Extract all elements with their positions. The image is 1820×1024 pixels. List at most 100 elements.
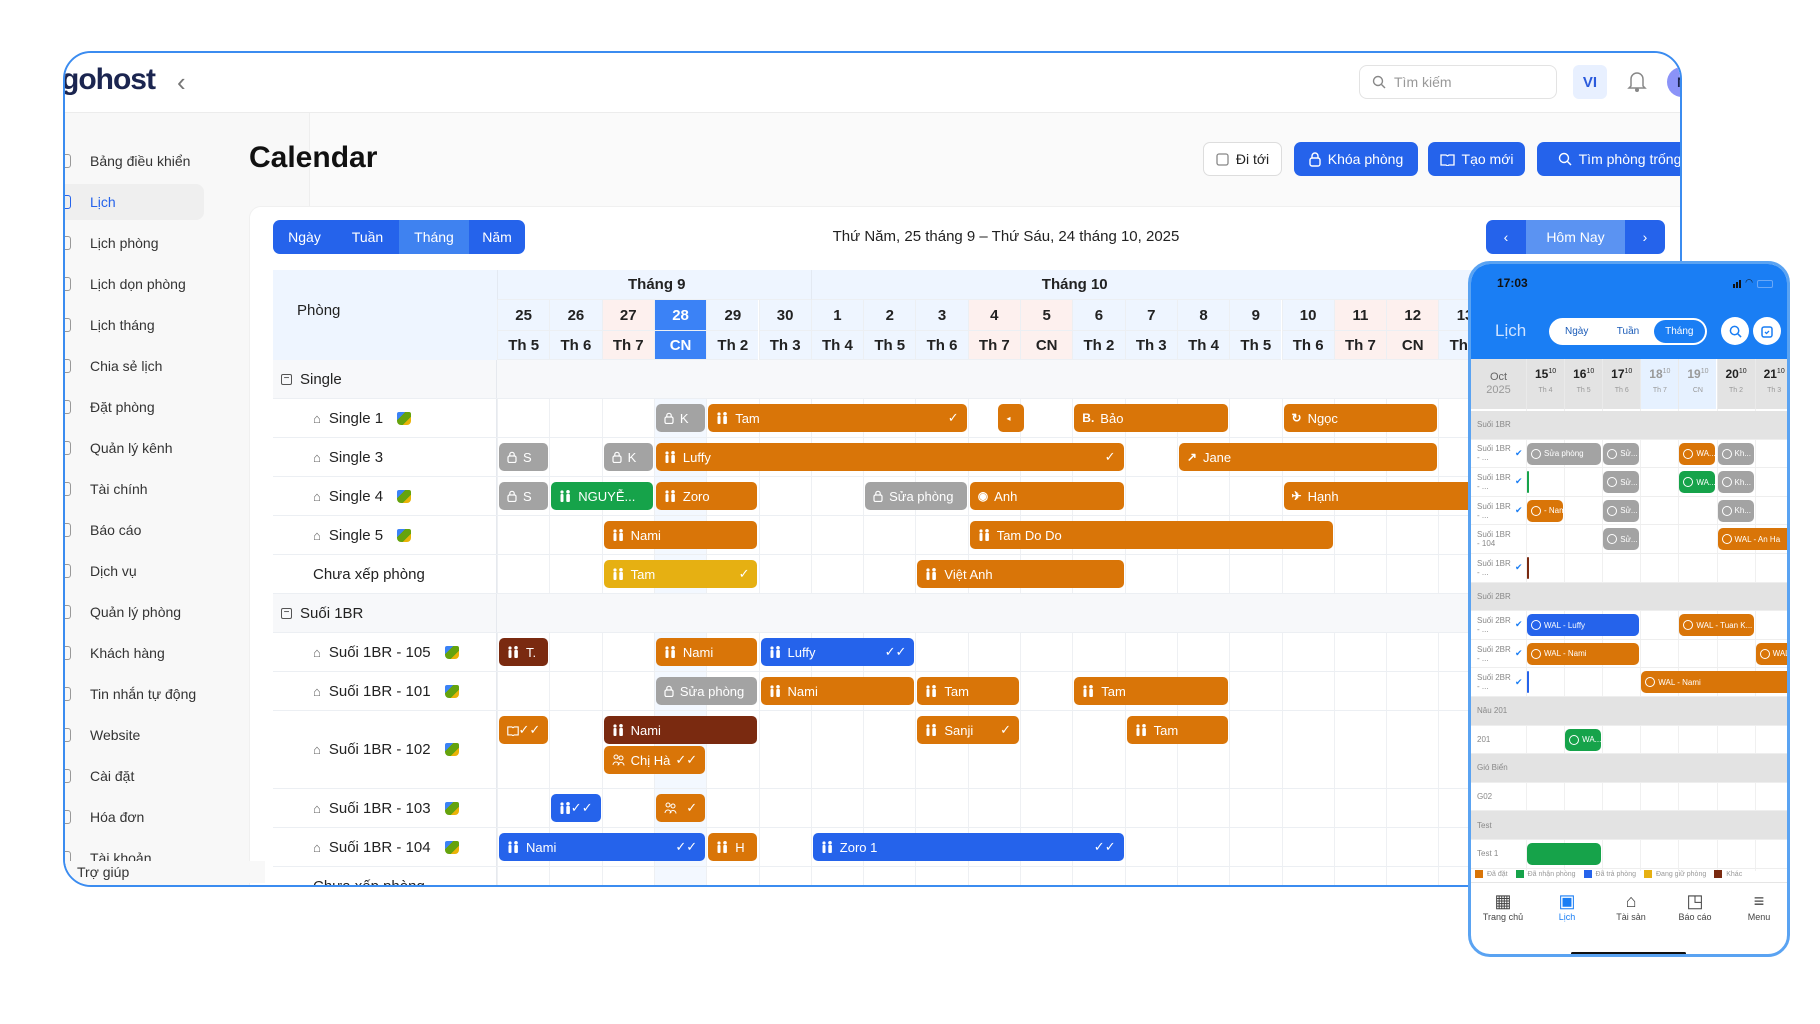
mobile-booking-bar[interactable]: WAL - Luffy xyxy=(1527,614,1640,637)
mobile-booking-bar[interactable]: Kh... xyxy=(1717,499,1754,522)
bottom-nav-calendar[interactable]: ▣ Lịch xyxy=(1535,890,1599,922)
mobile-booking-bar[interactable]: Sử... xyxy=(1603,442,1640,465)
booking-bar[interactable]: Luffy ✓✓ xyxy=(760,638,915,666)
booking-bar[interactable]: Nami xyxy=(603,521,758,549)
booking-bar[interactable]: K xyxy=(655,404,706,432)
mobile-day-header[interactable]: 1910 CN xyxy=(1678,359,1717,409)
cleaning-status-icon[interactable] xyxy=(444,645,459,659)
language-switch[interactable]: VI xyxy=(1573,65,1607,99)
today-button[interactable]: Hôm Nay xyxy=(1526,220,1625,254)
room-name[interactable]: Chưa xếp phòng xyxy=(313,565,425,583)
room-name[interactable]: G02 xyxy=(1477,792,1493,802)
bottom-nav-menu[interactable]: ≡ Menu xyxy=(1727,890,1787,922)
booking-bar[interactable]: Nami xyxy=(760,677,915,705)
day-number[interactable]: 27 xyxy=(601,300,654,331)
room-name[interactable]: Suối 1BR - ... xyxy=(1477,558,1511,577)
mobile-booking-bar[interactable] xyxy=(1527,843,1602,865)
booking-bar[interactable]: Nami ✓✓ xyxy=(499,833,706,861)
collapse-toggle-icon[interactable]: − xyxy=(281,373,292,385)
cleaning-status-icon[interactable] xyxy=(444,801,459,815)
sidebar-item[interactable]: Website xyxy=(65,717,204,753)
mobile-day-header[interactable]: 1810 Th 7 xyxy=(1640,359,1679,409)
booking-bar[interactable]: H xyxy=(708,833,758,861)
next-button[interactable]: › xyxy=(1642,229,1648,245)
booking-bar[interactable]: S xyxy=(499,482,549,510)
sidebar-item[interactable]: Bảng điều khiển xyxy=(65,143,204,179)
room-name[interactable]: Suối 2BR - ... xyxy=(1477,673,1511,692)
day-number[interactable]: 29 xyxy=(706,300,759,331)
sidebar-item[interactable]: Lịch phòng xyxy=(65,225,204,261)
day-number[interactable]: 5 xyxy=(1020,300,1073,331)
mobile-booking-bar[interactable]: WA... xyxy=(1679,471,1716,494)
booking-bar[interactable]: B. Bảo xyxy=(1074,404,1229,432)
day-number[interactable]: 1 xyxy=(810,300,864,331)
booking-bar[interactable]: Tam xyxy=(1074,677,1229,705)
mobile-day-header[interactable]: 2110 Th 3 xyxy=(1754,359,1787,409)
search-input[interactable]: Tìm kiếm xyxy=(1359,65,1557,99)
mobile-day-header[interactable]: 1510 Th 4 xyxy=(1526,359,1565,409)
room-name[interactable]: Test 1 xyxy=(1477,849,1499,859)
day-number[interactable]: 10 xyxy=(1281,300,1334,331)
sidebar-item[interactable]: Tài chính xyxy=(65,471,204,507)
room-group-row[interactable]: − Suối 1BR xyxy=(273,594,1680,633)
booking-bar[interactable]: Zoro 1 ✓✓ xyxy=(812,833,1124,861)
lock-room-button[interactable]: Khóa phòng xyxy=(1294,142,1418,176)
room-name[interactable]: Single 1 xyxy=(328,409,384,427)
bell-icon[interactable] xyxy=(1627,69,1647,93)
day-number[interactable]: 30 xyxy=(758,300,811,331)
room-name[interactable]: Suối 1BR - ... xyxy=(1477,501,1511,520)
room-name[interactable]: Suối 1BR - 104 xyxy=(1477,530,1511,549)
room-name[interactable]: Suối 1BR - 103 xyxy=(328,799,431,817)
mobile-booking-bar[interactable]: WAL - Nami xyxy=(1527,642,1640,665)
booking-bar[interactable]: Sửa phòng xyxy=(655,677,758,705)
room-name[interactable]: Chưa xếp phòng xyxy=(313,877,425,887)
booking-bar[interactable]: T. xyxy=(499,638,549,666)
booking-bar[interactable]: Việt Anh xyxy=(917,560,1124,588)
collapse-toggle-icon[interactable]: − xyxy=(281,607,292,619)
room-name[interactable]: Suối 2BR - ... xyxy=(1477,615,1511,634)
booking-bar[interactable]: Luffy ✓ xyxy=(655,443,1124,471)
room-name[interactable]: Single 5 xyxy=(328,526,384,544)
booking-bar[interactable]: Tam xyxy=(917,677,1019,705)
mobile-search-button[interactable] xyxy=(1721,317,1749,345)
day-number[interactable]: 4 xyxy=(967,300,1020,331)
mobile-booking-bar[interactable]: Sử... xyxy=(1603,471,1640,494)
day-number[interactable]: 6 xyxy=(1072,300,1125,331)
booking-bar[interactable]: ◂ xyxy=(998,404,1025,432)
mobile-booking-bar[interactable]: Sử... xyxy=(1603,528,1640,551)
sidebar-item[interactable]: Hóa đơn xyxy=(65,799,204,835)
cleaning-icon[interactable]: ✔ xyxy=(1515,505,1523,516)
help-link[interactable]: Trợ giúp xyxy=(65,861,265,883)
day-number[interactable]: 28 xyxy=(653,300,707,331)
booking-bar[interactable]: ✓ xyxy=(655,794,706,822)
sidebar-item[interactable]: Khách hàng xyxy=(65,635,204,671)
sidebar-item[interactable]: Lịch tháng xyxy=(65,307,204,343)
bottom-nav-grid[interactable]: ▦ Trang chủ xyxy=(1471,890,1535,922)
booking-bar[interactable]: ↗ Jane xyxy=(1178,443,1438,471)
booking-bar[interactable]: Nami xyxy=(603,716,758,744)
cleaning-icon[interactable]: ✔ xyxy=(1515,648,1523,659)
mobile-calendar-button[interactable] xyxy=(1753,317,1781,345)
sidebar-item[interactable]: Tin nhắn tự động xyxy=(65,676,204,712)
room-name[interactable]: Suối 1BR - 104 xyxy=(328,838,431,856)
mobile-booking-bar[interactable]: WAL - Nami xyxy=(1641,671,1787,694)
booking-bar[interactable]: S xyxy=(499,443,549,471)
find-room-button[interactable]: Tìm phòng trống xyxy=(1537,142,1680,176)
cleaning-status-icon[interactable] xyxy=(444,743,459,756)
sidebar-item[interactable]: Cài đặt xyxy=(65,758,204,794)
mobile-booking-bar[interactable]: - Nam xyxy=(1527,499,1564,522)
cleaning-status-icon[interactable] xyxy=(397,528,412,542)
day-number[interactable]: 12 xyxy=(1386,300,1439,331)
room-name[interactable]: Suối 1BR - 105 xyxy=(328,643,431,661)
room-name[interactable]: Suối 2BR - ... xyxy=(1477,644,1511,663)
sidebar-item[interactable]: Dịch vụ xyxy=(65,553,204,589)
day-number[interactable]: 2 xyxy=(863,300,916,331)
tab-view[interactable]: Tháng xyxy=(399,220,469,254)
booking-bar[interactable]: Tam ✓ xyxy=(708,404,967,432)
room-group-row[interactable]: − Single xyxy=(273,360,1680,399)
cleaning-status-icon[interactable] xyxy=(444,840,459,854)
room-name[interactable]: Single xyxy=(300,370,342,388)
booking-bar[interactable]: ✓✓ xyxy=(551,794,601,822)
sidebar-item[interactable]: Lịch dọn phòng xyxy=(65,266,204,302)
mobile-tab-view[interactable]: Tháng xyxy=(1653,320,1705,343)
